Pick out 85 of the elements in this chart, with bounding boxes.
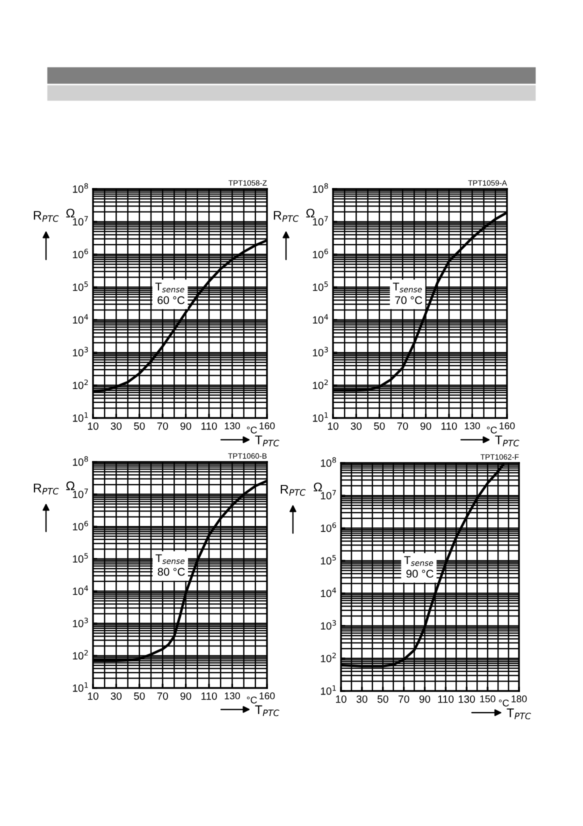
- y-tick-label: 10$^{1}$: [72, 682, 88, 692]
- x-tick-label: 110: [201, 422, 217, 430]
- x-tick-label: 30: [110, 692, 122, 700]
- y-tick-label: 10$^{2}$: [72, 380, 88, 390]
- y-tick-label: 10$^{1}$: [72, 412, 88, 422]
- y-tick-label: 10$^{3}$: [72, 346, 88, 356]
- y-tick-label: 10$^{8}$: [312, 183, 328, 193]
- y-axis-title: R$_{PTC}$: [34, 211, 59, 222]
- x-tick-label: 50: [378, 695, 388, 703]
- x-tick-label: 70: [398, 695, 410, 703]
- x-tick-label: 10: [336, 695, 346, 703]
- annotation: T$_{sense}$ 90 °C: [404, 556, 434, 578]
- y-tick-label: 10$^{7}$: [72, 488, 88, 498]
- y-tick-label: 10$^{7}$: [320, 490, 336, 500]
- x-tick-label: 180: [512, 695, 527, 702]
- x-tick-label: 110: [438, 695, 454, 703]
- y-tick-label: 10$^{1}$: [320, 685, 336, 695]
- y-tick-label: 10$^{4}$: [312, 314, 328, 324]
- x-tick-label: 110: [441, 422, 457, 430]
- y-tick-label: 10$^{8}$: [320, 457, 336, 467]
- x-tick-label: 90: [420, 422, 432, 430]
- x-tick-label: 110: [201, 692, 217, 700]
- x-tick-label: 30: [356, 695, 368, 703]
- y-tick-label: 10$^{3}$: [312, 346, 328, 356]
- x-tick-label: 70: [157, 692, 168, 700]
- x-tick-label: 10: [88, 692, 98, 700]
- x-tick-label: 90: [180, 692, 192, 700]
- text: °C: [486, 426, 497, 434]
- y-tick-label: 10$^{8}$: [72, 456, 88, 466]
- y-tick-label: 10$^{8}$: [72, 183, 88, 193]
- y-tick-label: 10$^{7}$: [72, 216, 88, 226]
- text: Ω: [66, 481, 75, 490]
- x-tick-label: 130: [458, 695, 475, 703]
- x-tick-label: 130: [224, 692, 240, 700]
- x-axis-title: T$_{PTC}$: [495, 436, 520, 446]
- x-axis-title: T$_{PTC}$: [506, 708, 531, 720]
- x-tick-label: 90: [419, 695, 430, 703]
- y-axis-title: R$_{PTC}$: [280, 484, 306, 496]
- y-tick-label: 10$^{4}$: [72, 586, 88, 595]
- y-tick-label: 10$^{4}$: [320, 588, 336, 598]
- x-tick-label: 130: [224, 422, 240, 430]
- x-tick-label: 160: [260, 692, 275, 700]
- y-tick-label: 10$^{3}$: [72, 618, 88, 628]
- text: Ω: [306, 208, 315, 218]
- x-tick-label: 90: [180, 422, 192, 430]
- x-tick-label: 30: [110, 422, 122, 430]
- x-axis-title: T$_{PTC}$: [255, 705, 280, 716]
- annotation: T$_{sense}$ 80 °C: [156, 554, 185, 576]
- y-tick-label: 10$^{5}$: [72, 282, 88, 291]
- x-tick-label: 10: [88, 422, 98, 430]
- y-tick-label: 10$^{2}$: [72, 650, 88, 660]
- y-axis-title: R$_{PTC}$: [34, 484, 59, 494]
- x-tick-label: 160: [500, 422, 515, 430]
- y-tick-label: 10$^{6}$: [320, 522, 336, 532]
- y-tick-label: 10$^{6}$: [72, 520, 88, 530]
- y-tick-label: 10$^{2}$: [312, 380, 328, 390]
- y-tick-label: 10$^{4}$: [72, 314, 88, 324]
- x-tick-label: 130: [464, 422, 480, 430]
- y-tick-label: 10$^{2}$: [320, 652, 336, 662]
- x-tick-label: 160: [260, 422, 275, 430]
- y-tick-label: 10$^{7}$: [312, 216, 328, 226]
- y-tick-label: 10$^{5}$: [320, 555, 336, 565]
- text: °C: [246, 696, 257, 704]
- y-tick-label: 10$^{5}$: [312, 282, 328, 291]
- x-tick-label: 150: [480, 695, 496, 702]
- x-tick-label: 70: [397, 422, 408, 430]
- annotation: T$_{sense}$ 60 °C: [155, 282, 185, 304]
- x-tick-label: 50: [134, 692, 145, 700]
- y-axis-title: R$_{PTC}$: [274, 211, 299, 222]
- y-tick-label: 10$^{1}$: [312, 412, 328, 422]
- x-tick-label: 50: [134, 422, 145, 430]
- x-tick-label: 10: [328, 422, 338, 430]
- y-tick-label: 10$^{5}$: [72, 553, 88, 563]
- y-tick-label: 10$^{3}$: [320, 620, 336, 630]
- y-tick-label: 10$^{6}$: [72, 248, 88, 258]
- x-tick-label: 70: [157, 422, 168, 430]
- x-axis-title: T$_{PTC}$: [255, 436, 280, 446]
- text: Ω: [314, 482, 322, 492]
- text: °C: [246, 426, 257, 434]
- annotation: T$_{sense}$ 70 °C: [392, 282, 422, 304]
- x-tick-label: 50: [374, 422, 385, 430]
- x-tick-label: 30: [350, 422, 362, 430]
- y-tick-label: 10$^{6}$: [312, 248, 328, 258]
- text: °C: [498, 700, 509, 706]
- text: Ω: [66, 208, 75, 218]
